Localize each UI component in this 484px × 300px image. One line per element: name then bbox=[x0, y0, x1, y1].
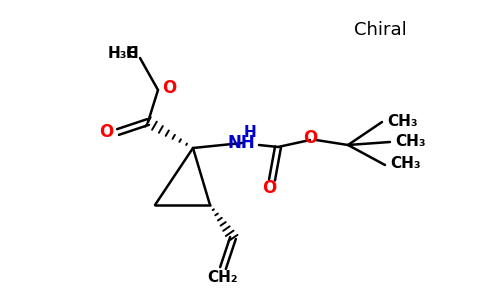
Text: CH₂: CH₂ bbox=[208, 271, 238, 286]
Text: H: H bbox=[244, 125, 257, 140]
Text: O: O bbox=[303, 129, 317, 147]
Text: CH₃: CH₃ bbox=[395, 134, 425, 148]
Text: O: O bbox=[162, 79, 176, 97]
Text: H: H bbox=[125, 46, 138, 61]
Text: Chiral: Chiral bbox=[354, 21, 407, 39]
Text: CH₃: CH₃ bbox=[390, 157, 421, 172]
Text: CH₃: CH₃ bbox=[387, 113, 418, 128]
Text: O: O bbox=[262, 179, 276, 197]
Text: H₃C: H₃C bbox=[107, 46, 138, 61]
Text: O: O bbox=[99, 123, 113, 141]
Text: NH: NH bbox=[227, 134, 255, 152]
